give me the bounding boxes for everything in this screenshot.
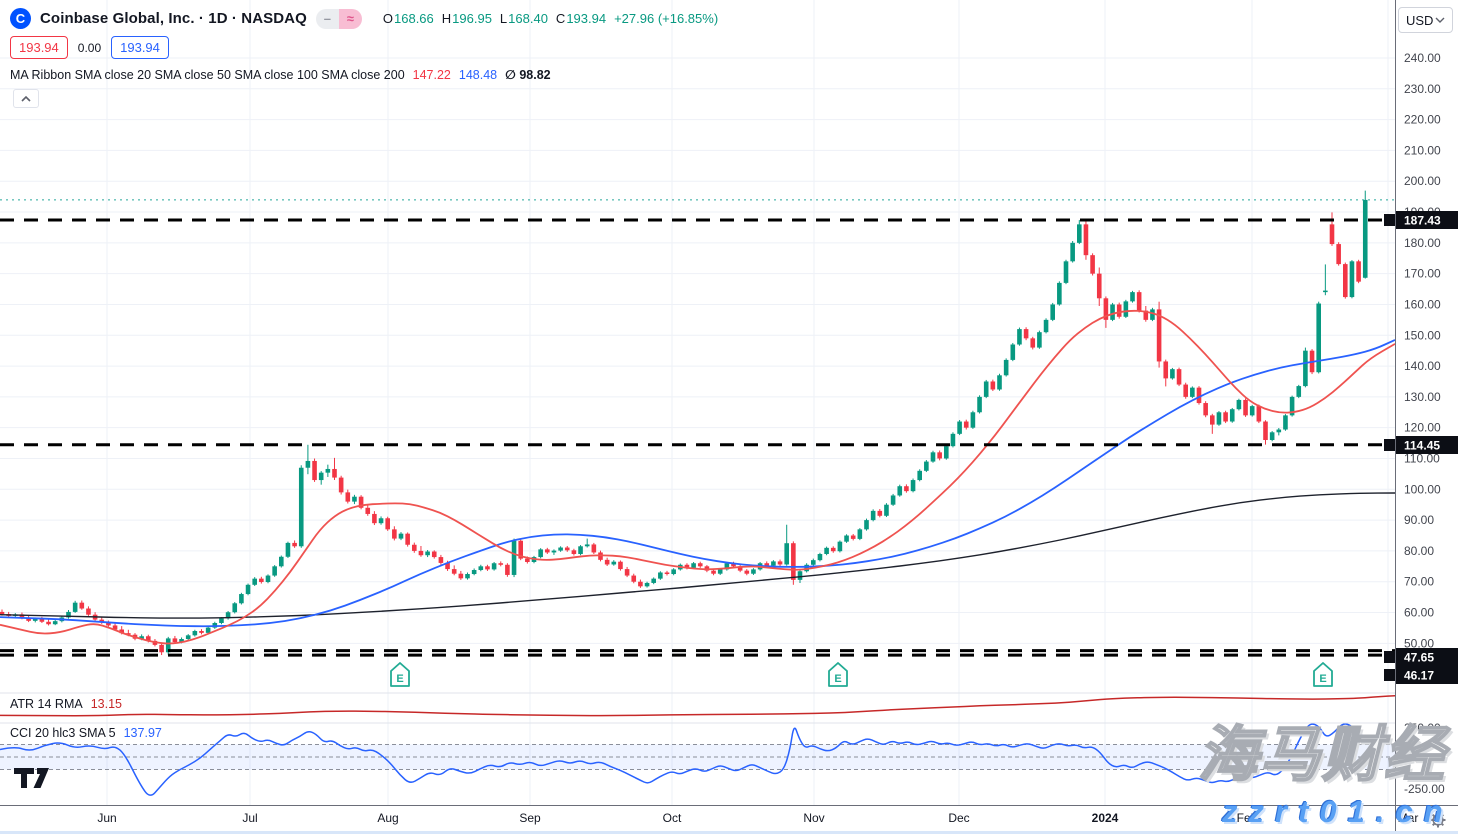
ma-ribbon-legend[interactable]: MA Ribbon SMA close 20 SMA close 50 SMA …: [10, 67, 551, 83]
svg-text:160.00: 160.00: [1404, 297, 1441, 311]
svg-text:140.00: 140.00: [1404, 359, 1441, 373]
svg-text:240.00: 240.00: [1404, 51, 1441, 65]
atr-legend[interactable]: ATR 14 RMA 13.15: [10, 697, 122, 711]
svg-text:Mar: Mar: [1398, 811, 1419, 825]
svg-text:E: E: [834, 673, 841, 685]
spread-value: 0.00: [77, 40, 102, 55]
sell-button[interactable]: 193.94: [10, 36, 68, 59]
open-value: 168.66: [394, 11, 434, 26]
symbol-header: C Coinbase Global, Inc. · 1D · NASDAQ – …: [10, 8, 718, 29]
svg-text:210.00: 210.00: [1404, 143, 1441, 157]
svg-text:230.00: 230.00: [1404, 82, 1441, 96]
candlestick-layer: [0, 190, 1368, 656]
svg-text:60.00: 60.00: [1404, 606, 1434, 620]
grid-layer: [0, 0, 1395, 805]
svg-text:E: E: [1319, 673, 1326, 685]
ma-ribbon-title: MA Ribbon SMA close 20 SMA close 50 SMA …: [10, 67, 405, 82]
axis-settings-gear-icon[interactable]: [1430, 812, 1446, 828]
svg-text:114.45: 114.45: [1404, 439, 1440, 453]
minus-icon[interactable]: –: [315, 8, 339, 29]
svg-text:120.00: 120.00: [1404, 421, 1441, 435]
open-label: O: [382, 11, 393, 26]
ohlc-readout: O168.66 H196.95 L168.40 C193.94 +27.96 (…: [383, 11, 718, 26]
approx-icon[interactable]: ≈: [338, 8, 362, 29]
ma50-value: 148.48: [458, 67, 498, 82]
close-label: C: [555, 11, 566, 26]
svg-text:Jul: Jul: [242, 811, 257, 825]
svg-text:80.00: 80.00: [1404, 544, 1434, 558]
svg-text:100.00: 100.00: [1404, 482, 1441, 496]
svg-text:50.00: 50.00: [1404, 636, 1434, 650]
svg-text:180.00: 180.00: [1404, 236, 1441, 250]
avg-symbol: ∅: [505, 68, 516, 82]
svg-text:Feb: Feb: [1237, 811, 1258, 825]
svg-text:E: E: [396, 673, 403, 685]
svg-text:170.00: 170.00: [1404, 267, 1441, 281]
cci-label: CCI 20 hlc3 SMA 5: [10, 726, 116, 740]
tradingview-logo-icon[interactable]: [13, 767, 57, 789]
svg-text:Aug: Aug: [377, 811, 398, 825]
cci-value: 137.97: [123, 726, 162, 740]
symbol-title[interactable]: Coinbase Global, Inc. · 1D · NASDAQ: [40, 10, 307, 27]
svg-text:70.00: 70.00: [1404, 575, 1434, 589]
svg-text:47.65: 47.65: [1404, 651, 1434, 665]
chevron-down-icon: [1435, 17, 1445, 23]
chevron-up-icon: [21, 95, 31, 102]
ma-avg-value: 98.82: [519, 68, 551, 82]
svg-text:150.00: 150.00: [1404, 328, 1441, 342]
close-value: 193.94: [566, 11, 607, 26]
time-axis: Jun Jul Aug Sep Oct Nov Dec 2024 Feb Mar: [97, 811, 1418, 825]
svg-text:187.43: 187.43: [1404, 214, 1441, 228]
high-value: 196.95: [452, 11, 492, 26]
svg-text:Jun: Jun: [97, 811, 116, 825]
svg-text:200.00: 200.00: [1404, 174, 1441, 188]
low-value: 168.40: [508, 11, 548, 26]
high-label: H: [441, 11, 452, 26]
buy-button[interactable]: 193.94: [111, 36, 169, 59]
atr-label: ATR 14 RMA: [10, 697, 83, 711]
trade-panel: 193.94 0.00 193.94: [10, 36, 169, 59]
atr-line: [0, 695, 1396, 717]
svg-text:Nov: Nov: [803, 811, 824, 825]
currency-dropdown[interactable]: USD: [1398, 7, 1453, 33]
market-status-toggle[interactable]: – ≈: [315, 8, 362, 29]
ma20-value: 147.22: [412, 67, 451, 82]
svg-text:0.00: 0.00: [1404, 751, 1428, 765]
price-axis: 240.00230.00220.00210.00200.00190.00180.…: [1384, 51, 1458, 796]
ma-ribbon-layer: [0, 309, 1396, 645]
svg-text:46.17: 46.17: [1404, 669, 1434, 683]
change-value: +27.96 (+16.85%): [614, 11, 719, 26]
svg-text:Dec: Dec: [948, 811, 969, 825]
currency-value: USD: [1406, 12, 1434, 28]
low-label: L: [499, 11, 508, 26]
alert-lines-layer: [0, 218, 1395, 657]
svg-text:Oct: Oct: [663, 811, 682, 825]
bottom-strip: [0, 831, 1458, 834]
svg-text:130.00: 130.00: [1404, 390, 1441, 404]
coinbase-logo-icon: C: [10, 8, 31, 29]
svg-text:250.00: 250.00: [1404, 721, 1441, 735]
svg-text:90.00: 90.00: [1404, 513, 1434, 527]
svg-text:-250.00: -250.00: [1404, 782, 1445, 796]
collapse-legend-button[interactable]: [13, 89, 39, 108]
svg-text:Sep: Sep: [519, 811, 541, 825]
svg-text:110.00: 110.00: [1404, 451, 1440, 465]
atr-value: 13.15: [90, 697, 122, 711]
svg-text:220.00: 220.00: [1404, 113, 1441, 127]
cci-pane: [0, 723, 1395, 796]
cci-legend[interactable]: CCI 20 hlc3 SMA 5 137.97: [10, 726, 162, 740]
svg-text:2024: 2024: [1092, 811, 1119, 825]
